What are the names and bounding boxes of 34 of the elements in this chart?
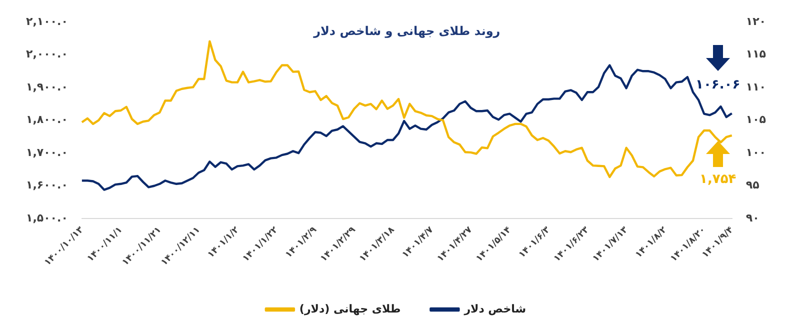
x-tick-label: ۱۴۰۱/۸/۲ xyxy=(634,224,670,260)
x-tick-label: ۱۴۰۱/۲/۲۹ xyxy=(318,224,358,264)
y-tick-label: ۱,۸۰۰.۰ xyxy=(26,113,68,126)
annotation: ۱,۷۵۴ xyxy=(700,172,736,187)
y-tick-label: ۱,۵۰۰.۰ xyxy=(26,212,68,224)
x-tick-label: ۱۴۰۱/۶/۳ xyxy=(517,224,553,260)
x-tick-label: ۱۴۰۱/۵/۱۴ xyxy=(474,224,514,264)
y2-tick-label: ۱۰۰ xyxy=(746,146,766,159)
x-tick-label: ۱۴۰۰/۱۰/۱۳ xyxy=(42,224,86,268)
y2-tick-label: ۱۱۵ xyxy=(746,48,766,61)
y-tick-label: ۱,۷۰۰.۰ xyxy=(26,146,68,159)
y-tick-label: ۲,۱۰۰.۰ xyxy=(26,14,68,28)
x-tick-label: ۱۴۰۱/۱/۲۲ xyxy=(241,224,280,264)
x-tick-label: ۱۴۰۱/۶/۲۳ xyxy=(552,224,592,264)
y-tick-label: ۱,۶۰۰.۰ xyxy=(26,178,68,192)
x-tick-label: ۱۴۰۱/۴/۲۷ xyxy=(436,224,475,264)
x-tick-label: ۱۴۰۱/۳/۱۸ xyxy=(358,224,398,264)
x-tick-label: ۱۴۰۱/۱/۲ xyxy=(206,224,242,260)
y2-tick-label: ۱۰۵ xyxy=(746,113,766,126)
y-tick-label: ۲,۰۰۰.۰ xyxy=(26,48,68,61)
legend-label: طلای جهانی (دلار) xyxy=(299,302,401,316)
x-tick-label: ۱۴۰۱/۴/۷ xyxy=(400,224,436,260)
annotation: ۱۰۶.۰۶ xyxy=(696,78,740,93)
y2-tick-label: ۱۲۰ xyxy=(746,14,766,28)
x-tick-label: ۱۴۰۱/۷/۱۳ xyxy=(591,224,630,264)
x-tick-label: ۱۴۰۰/۱۲/۱۱ xyxy=(160,225,202,268)
x-tick-label: ۱۴۰۱/۲/۹ xyxy=(284,224,320,260)
y-tick-label: ۱,۹۰۰.۰ xyxy=(26,80,68,94)
y2-tick-label: ۹۰ xyxy=(746,212,760,224)
chart-title: روند طلای جهانی و شاخص دلار xyxy=(312,24,500,38)
y2-tick-label: ۱۱۰ xyxy=(746,80,766,94)
x-tick-label: ۱۴۰۱/۹/۴ xyxy=(700,224,736,260)
legend-label: شاخص دلار xyxy=(463,302,526,316)
y2-tick-label: ۹۵ xyxy=(746,178,760,192)
